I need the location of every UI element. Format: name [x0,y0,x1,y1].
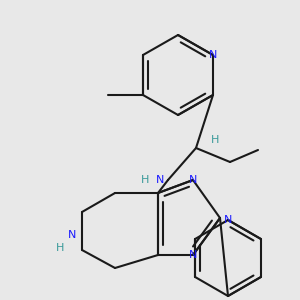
Text: N: N [68,230,76,240]
Text: N: N [189,175,197,185]
Text: H: H [211,135,219,145]
Text: N: N [224,215,232,225]
Text: N: N [156,175,164,185]
Text: N: N [209,50,217,60]
Text: N: N [189,250,197,260]
Text: H: H [56,243,64,253]
Text: H: H [141,175,149,185]
